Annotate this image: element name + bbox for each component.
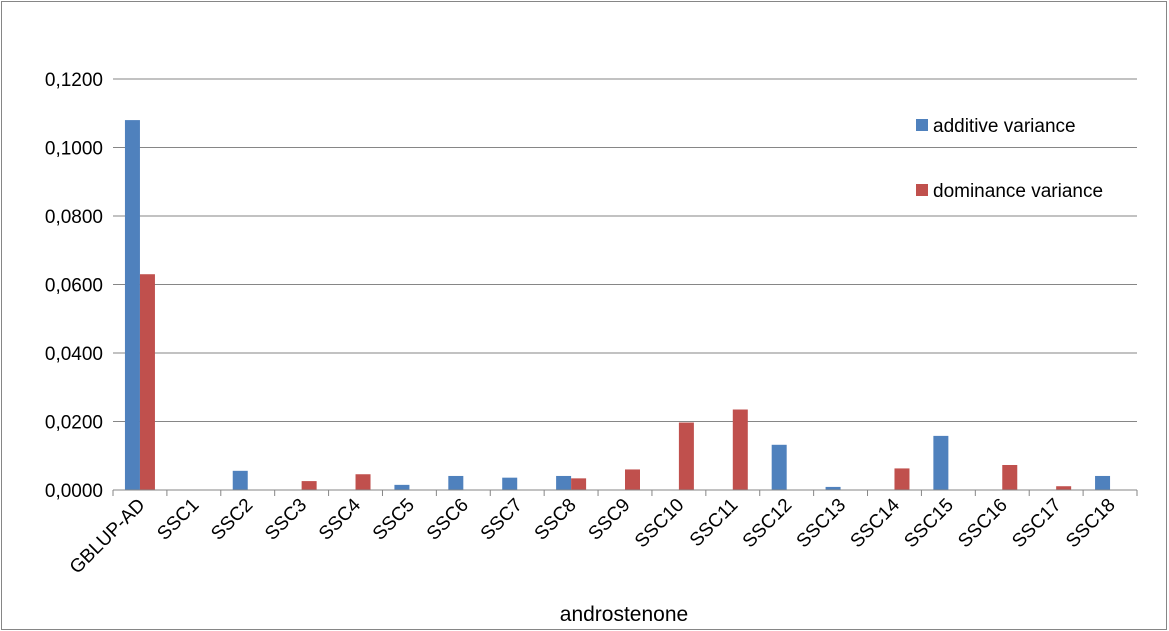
legend-label-additive: additive variance (933, 116, 1076, 137)
bar-additive-SSC12 (771, 444, 787, 490)
x-tick-label: SSC13 (793, 495, 850, 552)
bar-additive-SSC8 (556, 475, 572, 490)
bar-dominance-SSC8 (571, 478, 587, 490)
bar-dominance-SSC10 (678, 422, 694, 490)
bars (124, 120, 1111, 490)
legend: additive variance dominance variance (916, 116, 1103, 202)
x-axis (112, 489, 1138, 496)
legend-swatch-additive (916, 119, 928, 131)
x-tick-label: SSC17 (1008, 495, 1065, 552)
bar-additive-SSC13 (825, 486, 841, 490)
x-tick-label: SSC3 (261, 495, 311, 545)
bar-dominance-SSC16 (1002, 464, 1018, 490)
y-tick-label: 0,0400 (45, 344, 103, 365)
x-tick-label: SSC7 (477, 495, 527, 545)
y-tick-label: 0,0200 (45, 413, 103, 434)
legend-swatch-dominance (916, 184, 928, 196)
bar-dominance-SSC9 (625, 469, 640, 490)
y-tick-label: 0,1200 (45, 70, 103, 91)
y-tick-label: 0,0800 (45, 207, 103, 228)
bar-additive-SSC7 (502, 477, 518, 490)
bar-dominance-GBLUP-AD (139, 274, 155, 490)
x-tick-label: SSC9 (585, 495, 635, 545)
bar-additive-SSC6 (448, 475, 464, 490)
x-axis-title: androstenone (560, 603, 688, 626)
x-tick-label: SSC11 (686, 495, 742, 551)
bar-dominance-SSC14 (894, 468, 910, 490)
legend-label-dominance: dominance variance (933, 181, 1103, 202)
y-tick-label: 0,0000 (45, 481, 103, 502)
x-tick-label: SSC4 (315, 494, 365, 544)
x-tick-label: SSC14 (847, 494, 905, 552)
gridlines (113, 78, 1137, 422)
x-tick-label: SSC10 (631, 495, 688, 552)
bar-dominance-SSC4 (355, 474, 371, 490)
bar-additive-SSC18 (1095, 475, 1111, 490)
bar-additive-SSC5 (394, 484, 410, 490)
x-tick-label: SSC12 (739, 495, 796, 552)
bar-dominance-SSC3 (301, 481, 317, 490)
x-tick-label: SSC2 (207, 495, 257, 545)
x-tick-label: SSC8 (531, 495, 581, 545)
x-tick-label: SSC18 (1062, 495, 1119, 552)
bar-additive-SSC2 (232, 470, 248, 490)
x-axis-tick-labels: GBLUP-AD SSC1 SSC2 SSC3 SSC4 SSC5 SSC6 SSC7 SSC8… (66, 494, 1120, 578)
bar-dominance-SSC11 (732, 409, 748, 490)
x-tick-label: SSC5 (369, 495, 419, 545)
x-tick-label: SSC16 (954, 495, 1011, 552)
x-tick-label: SSC15 (900, 495, 957, 552)
x-tick-label: SSC6 (423, 495, 473, 545)
x-tick-label: GBLUP-AD (66, 495, 150, 579)
y-axis-tick-labels: 0,0000 0,0200 0,0400 0,0600 0,0800 0,1000 0,12… (45, 70, 103, 502)
bar-dominance-SSC17 (1056, 486, 1072, 490)
y-tick-label: 0,0600 (45, 276, 103, 297)
x-tick-label: SSC1 (153, 495, 203, 545)
bar-additive-SSC15 (933, 435, 949, 490)
bar-additive-GBLUP-AD (124, 120, 140, 490)
y-tick-label: 0,1000 (45, 139, 103, 160)
